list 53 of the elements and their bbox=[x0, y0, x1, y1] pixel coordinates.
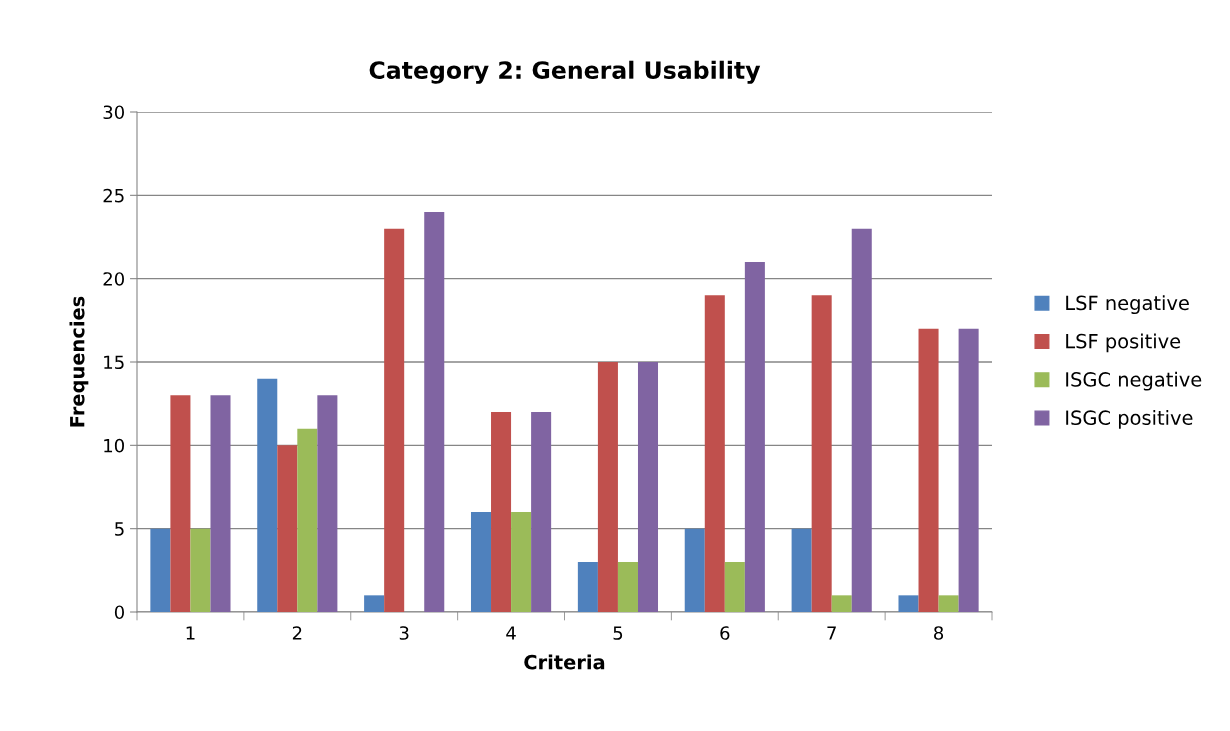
y-tick-label: 5 bbox=[115, 522, 124, 536]
x-tick-label: 5 bbox=[613, 626, 623, 640]
bar bbox=[918, 328, 939, 612]
x-tick-label: 6 bbox=[720, 626, 730, 640]
bar bbox=[317, 395, 338, 612]
bar bbox=[597, 362, 618, 612]
y-tick-label: 25 bbox=[103, 188, 124, 203]
bar bbox=[617, 562, 638, 612]
bar bbox=[190, 528, 211, 612]
chart-title: Category 2: General Usability bbox=[369, 60, 761, 84]
x-axis-title: Criteria bbox=[524, 654, 605, 670]
bar bbox=[424, 212, 445, 612]
bar bbox=[851, 228, 872, 612]
legend-label: ISGC negative bbox=[1066, 371, 1202, 391]
y-tick-label: 10 bbox=[104, 438, 124, 453]
bar bbox=[170, 395, 191, 612]
bar bbox=[531, 412, 552, 612]
bar bbox=[210, 395, 231, 612]
bar bbox=[684, 528, 705, 612]
bar bbox=[958, 328, 979, 612]
bar bbox=[297, 428, 318, 612]
x-tick-label: 4 bbox=[506, 626, 516, 640]
bar bbox=[704, 295, 725, 612]
y-tick-label: 0 bbox=[114, 605, 124, 620]
bar bbox=[364, 595, 385, 612]
y-tick-label: 20 bbox=[103, 272, 124, 286]
bar bbox=[724, 562, 745, 612]
y-axis-title: Frequencies bbox=[69, 296, 89, 427]
x-tick-label: 8 bbox=[934, 626, 944, 640]
legend-label: ISGC positive bbox=[1066, 409, 1193, 429]
bar bbox=[831, 595, 852, 612]
y-tick-label: 30 bbox=[103, 105, 124, 120]
bar bbox=[637, 362, 659, 612]
bar bbox=[938, 595, 959, 612]
x-tick-label: 7 bbox=[827, 626, 836, 640]
bar bbox=[511, 512, 532, 612]
bar bbox=[791, 528, 812, 612]
legend-label: LSF negative bbox=[1066, 295, 1189, 315]
legend-label: LSF positive bbox=[1066, 333, 1181, 353]
x-tick-label: 1 bbox=[186, 626, 195, 640]
bar bbox=[384, 228, 405, 612]
bar bbox=[277, 445, 298, 612]
bar bbox=[577, 562, 598, 612]
bar bbox=[150, 528, 171, 612]
bar bbox=[257, 378, 278, 612]
x-tick-label: 2 bbox=[292, 626, 302, 640]
bar bbox=[491, 412, 512, 612]
y-tick-label: 15 bbox=[104, 355, 124, 370]
bar bbox=[811, 295, 832, 612]
x-tick-label: 3 bbox=[399, 626, 409, 640]
bar bbox=[898, 595, 919, 612]
bar bbox=[470, 512, 492, 612]
bar bbox=[744, 262, 765, 612]
